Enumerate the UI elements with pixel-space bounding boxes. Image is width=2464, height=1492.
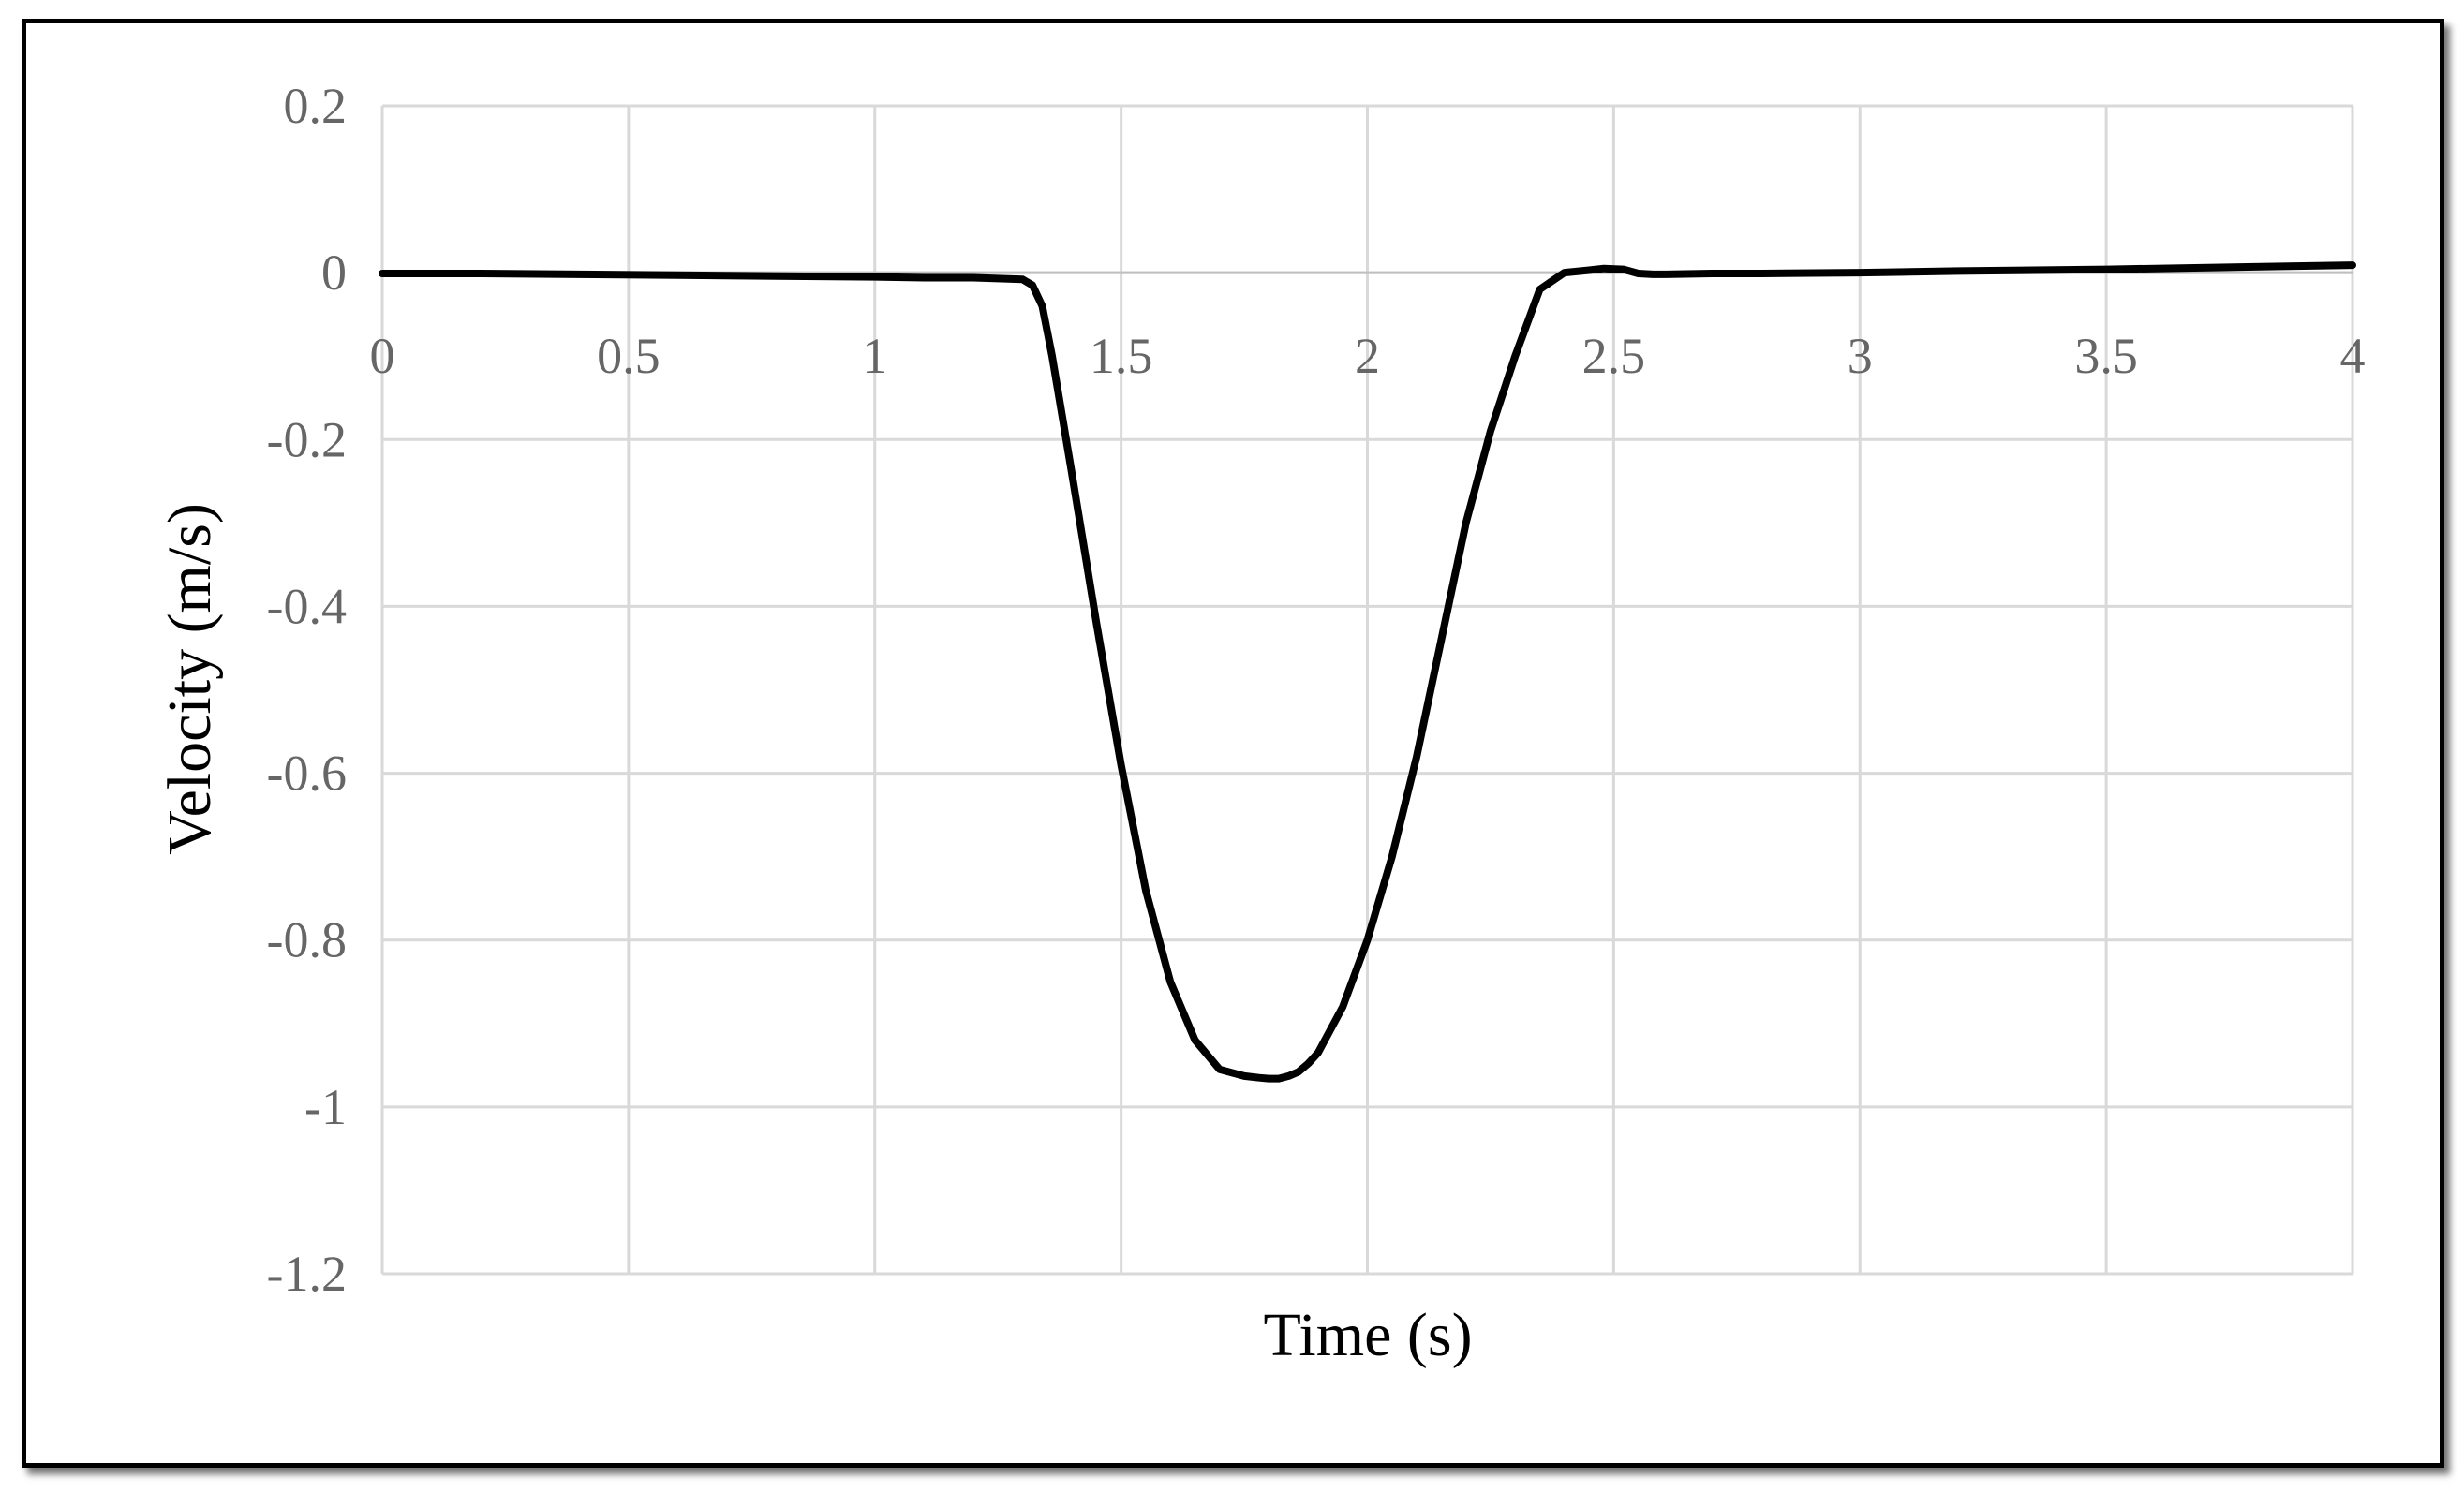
grid-lines [380, 104, 2354, 1276]
y-tick-label: -0.6 [267, 746, 347, 802]
x-tick-label: 2.5 [1582, 328, 1646, 384]
x-tick-label: 1 [862, 328, 887, 384]
x-tick-labels: 0 0.5 1 1.5 2 2.5 3 3.5 4 [370, 328, 2366, 384]
y-tick-label: -1 [304, 1079, 347, 1135]
y-tick-labels: 0.2 0 -0.2 -0.4 -0.6 -0.8 -1 -1.2 [267, 78, 347, 1302]
x-tick-label: 3.5 [2074, 328, 2138, 384]
x-tick-label: 1.5 [1090, 328, 1153, 384]
y-tick-label: -0.4 [267, 578, 347, 634]
y-tick-label: -0.2 [267, 411, 347, 467]
y-tick-label: -0.8 [267, 912, 347, 968]
chart-frame: 0.2 0 -0.2 -0.4 -0.6 -0.8 -1 -1.2 0 0.5 1 1.5 2 2.5 3… [22, 19, 2444, 1468]
x-tick-label: 4 [2340, 328, 2366, 384]
x-tick-label: 0 [370, 328, 395, 384]
y-tick-label: -1.2 [267, 1246, 347, 1302]
y-tick-label: 0.2 [284, 78, 348, 134]
x-axis-title: Time (s) [1263, 1301, 1472, 1369]
x-tick-label: 2 [1355, 328, 1380, 384]
velocity-series-line [379, 261, 2356, 1083]
x-tick-label: 3 [1848, 328, 1873, 384]
y-tick-label: 0 [321, 244, 347, 301]
velocity-time-chart: 0.2 0 -0.2 -0.4 -0.6 -0.8 -1 -1.2 0 0.5 1 1.5 2 2.5 3… [156, 78, 2366, 1369]
series-lines [379, 261, 2356, 1083]
x-tick-label: 0.5 [597, 328, 661, 384]
y-axis-title: Velocity (m/s) [156, 503, 224, 855]
